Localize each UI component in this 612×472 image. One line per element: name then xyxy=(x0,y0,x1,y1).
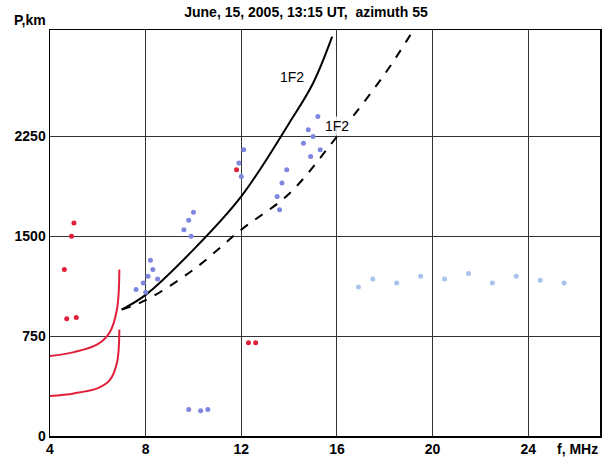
svg-text:8: 8 xyxy=(142,441,150,457)
svg-text:12: 12 xyxy=(234,441,250,457)
svg-text:16: 16 xyxy=(329,441,345,457)
svg-text:4: 4 xyxy=(46,441,54,457)
svg-text:20: 20 xyxy=(425,441,441,457)
svg-text:1F2: 1F2 xyxy=(325,118,349,134)
svg-text:750: 750 xyxy=(22,328,46,344)
svg-text:0: 0 xyxy=(38,428,46,444)
svg-text:f, MHz: f, MHz xyxy=(557,441,598,457)
svg-text:P,km: P,km xyxy=(14,12,46,28)
svg-text:1500: 1500 xyxy=(15,228,46,244)
svg-text:2250: 2250 xyxy=(15,128,46,144)
svg-text:June, 15, 2005, 13:15 UT, azi: June, 15, 2005, 13:15 UT, azimuth 55 xyxy=(184,4,428,20)
svg-text:1F2: 1F2 xyxy=(280,69,304,85)
svg-text:24: 24 xyxy=(520,441,536,457)
